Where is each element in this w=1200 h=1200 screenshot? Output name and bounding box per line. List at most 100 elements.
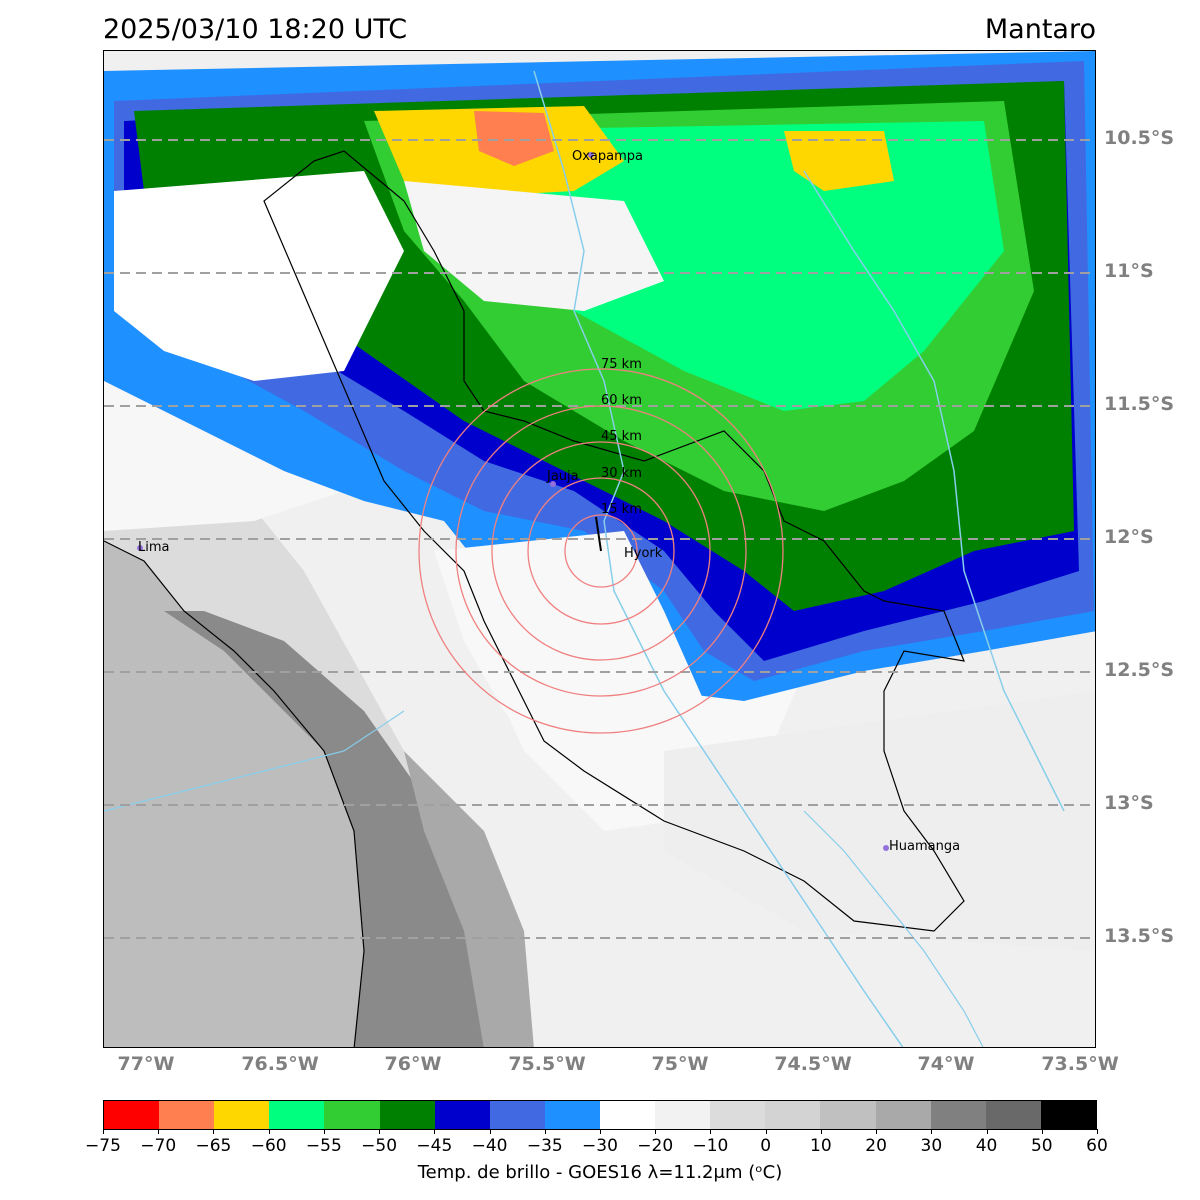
colorbar-tick-label: −70 — [140, 1136, 177, 1156]
cloud-core-coral — [474, 111, 554, 166]
lon-label-75: 75°W — [651, 1053, 709, 1075]
colorbar-tick-label: −45 — [416, 1136, 453, 1156]
colorbar-tick-label: −60 — [250, 1136, 287, 1156]
colorbar-segment — [655, 1101, 711, 1129]
river-south — [803, 810, 984, 1047]
colorbar-tick-label: −30 — [582, 1136, 618, 1156]
lat-label-11-5: 11.5°S — [1104, 393, 1175, 415]
colorbar-segment — [930, 1101, 986, 1129]
colorbar-segment — [269, 1101, 325, 1129]
colorbar-tickmark — [158, 1129, 160, 1134]
lat-label-12-5: 12.5°S — [1104, 659, 1175, 681]
colorbar-tick-label: 0 — [760, 1136, 772, 1156]
colorbar-segment — [1040, 1101, 1096, 1129]
colorbar-tickmark — [820, 1129, 822, 1134]
colorbar-segment — [324, 1101, 380, 1129]
map-region-title: Mantaro — [984, 14, 1096, 45]
colorbar-tickmark — [213, 1129, 215, 1134]
colorbar-tickmark — [434, 1129, 436, 1134]
city-marker-jauja — [550, 481, 556, 487]
colorbar-tick-label: 50 — [1030, 1136, 1053, 1156]
lon-label-73-5: 73.5°W — [1041, 1053, 1119, 1075]
ring-label-60km: 60 km — [601, 393, 642, 408]
ocean — [104, 541, 364, 1047]
city-label-huayao: Hyork — [624, 546, 663, 561]
colorbar-tickmark — [986, 1129, 988, 1134]
colorbar-segment — [875, 1101, 931, 1129]
colorbar-tickmark — [323, 1129, 325, 1134]
colorbar-segment — [104, 1101, 160, 1129]
city-label-lima: Lima — [138, 540, 170, 555]
colorbar-tick-label: −75 — [85, 1136, 121, 1156]
clear-sky-center — [434, 531, 704, 771]
lon-label-76-5: 76.5°W — [241, 1053, 319, 1075]
colorbar-tick-label: −50 — [361, 1136, 398, 1156]
lon-label-74-5: 74.5°W — [774, 1053, 852, 1075]
colorbar-tickmark — [379, 1129, 381, 1134]
city-label-huamanga: Huamanga — [889, 839, 961, 854]
temperature-colorbar — [103, 1100, 1097, 1130]
lon-label-77: 77°W — [117, 1053, 175, 1075]
city-label-jauja: Jauja — [547, 469, 579, 484]
colorbar-tickmark — [544, 1129, 546, 1134]
colorbar-tick-label: 30 — [920, 1136, 943, 1156]
colorbar-segment — [544, 1101, 600, 1129]
colorbar-segment — [599, 1101, 656, 1129]
lat-label-13: 13°S — [1104, 792, 1154, 814]
colorbar-tick-label: −65 — [195, 1136, 232, 1156]
colorbar-segment — [985, 1101, 1041, 1129]
clear-sky-west — [114, 171, 404, 381]
ring-15km — [564, 514, 638, 588]
colorbar-tickmark — [489, 1129, 491, 1134]
colorbar-segment — [489, 1101, 545, 1129]
lat-label-12: 12°S — [1104, 526, 1154, 548]
colorbar-tickmark — [655, 1129, 657, 1134]
mantaro-basin-boundary — [263, 150, 965, 932]
colorbar-tickmark — [710, 1129, 712, 1134]
colorbar-tick-label: −55 — [305, 1136, 342, 1156]
colorbar-label: Temp. de brillo - GOES16 λ=11.2μm (ᵒC) — [417, 1162, 783, 1183]
river-southwest — [104, 710, 405, 812]
colorbar-segment — [765, 1101, 821, 1129]
lon-label-75-5: 75.5°W — [508, 1053, 586, 1075]
colorbar-tick-label: −35 — [526, 1136, 563, 1156]
range-rings — [418, 368, 784, 734]
city-label-oxapampa: Oxapampa — [572, 149, 643, 164]
lat-label-13-5: 13.5°S — [1104, 925, 1175, 947]
ring-45km — [491, 441, 711, 661]
satellite-map: Oxapampa Jauja Hyork Lima Huamanga 15 km… — [103, 50, 1096, 1048]
colorbar-tickmark — [765, 1129, 767, 1134]
colorbar-segment — [710, 1101, 766, 1129]
colorbar-tickmark — [1041, 1129, 1043, 1134]
colorbar-segment — [159, 1101, 215, 1129]
colorbar-segment — [434, 1101, 490, 1129]
colorbar-tick-label: −10 — [692, 1136, 729, 1156]
colorbar-tickmark — [876, 1129, 878, 1134]
colorbar-tick-label: 60 — [1086, 1136, 1108, 1156]
colorbar-tick-label: 10 — [810, 1136, 832, 1156]
lon-label-74: 74°W — [917, 1053, 975, 1075]
coastline — [104, 540, 365, 1047]
lat-label-11: 11°S — [1104, 260, 1154, 282]
city-marker-huamanga — [883, 845, 889, 851]
colorbar-tick-label: 40 — [975, 1136, 998, 1156]
ring-label-75km: 75 km — [601, 357, 642, 372]
ring-75km — [418, 368, 784, 734]
colorbar-tickmark — [268, 1129, 270, 1134]
map-canvas — [104, 51, 1095, 1047]
colorbar-tickmark — [931, 1129, 933, 1134]
ring-30km — [527, 477, 675, 625]
colorbar-tick-label: −40 — [471, 1136, 508, 1156]
city-marker-lima — [137, 545, 143, 551]
colorbar-segment — [379, 1101, 435, 1129]
ring-label-30km: 30 km — [601, 466, 642, 481]
cloud-white-south — [664, 691, 1095, 951]
colorbar-tick-label: 20 — [865, 1136, 887, 1156]
cloud-core-yellow-east — [784, 131, 894, 191]
lon-label-76: 76°W — [384, 1053, 442, 1075]
dark-ridge — [404, 751, 534, 1047]
colorbar-tickmark — [1097, 1129, 1098, 1134]
city-marker-oxapampa — [588, 152, 594, 158]
colorbar-segment — [820, 1101, 876, 1129]
lat-label-10-5: 10.5°S — [1104, 127, 1175, 149]
